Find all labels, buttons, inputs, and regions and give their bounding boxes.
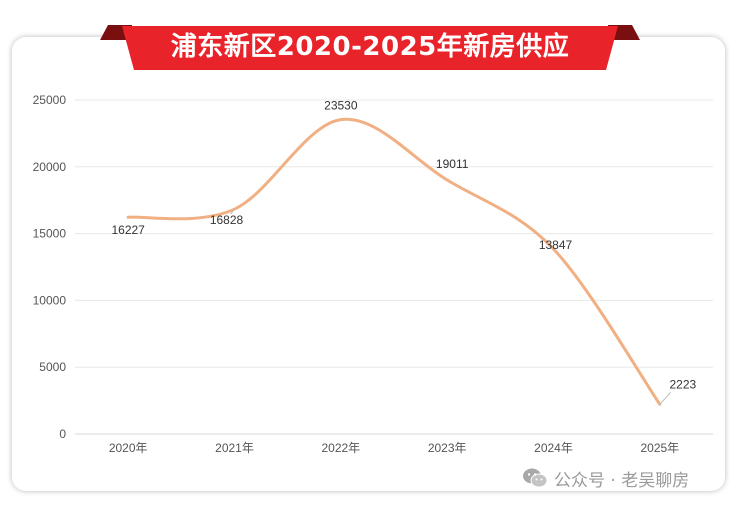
x-tick-label: 2025年: [640, 441, 679, 455]
label-leader-line: [659, 391, 672, 405]
data-label: 2223: [669, 377, 696, 391]
x-tick-label: 2023年: [428, 441, 467, 455]
y-tick-label: 10000: [33, 293, 67, 307]
x-axis: 2020年 2021年 2022年 2023年 2024年 2025年: [109, 441, 679, 455]
data-label: 16828: [210, 213, 244, 227]
series-line-new-supply: [126, 117, 662, 406]
x-tick-label: 2024年: [534, 441, 573, 455]
data-label: 19011: [436, 157, 469, 171]
title-banner: [100, 25, 640, 70]
y-tick-label: 20000: [33, 160, 67, 174]
banner-main: [122, 26, 618, 70]
x-tick-label: 2021年: [215, 441, 254, 455]
watermark-text: 公众号 · 老吴聊房: [554, 470, 690, 491]
y-tick-label: 25000: [33, 93, 67, 107]
data-label: 16227: [111, 223, 145, 237]
chart-card: [12, 37, 725, 491]
y-tick-label: 5000: [39, 360, 66, 374]
label-leader-line: [230, 208, 235, 215]
data-labels: 16227 16828 23530 19011 13847 2223: [111, 99, 697, 405]
y-axis: 0 5000 10000 15000 20000 25000: [33, 93, 67, 441]
chart-title: 浦东新区2020-2025年新房供应: [170, 32, 570, 62]
wechat-icon: [523, 468, 548, 488]
watermark: 公众号 · 老吴聊房: [522, 466, 690, 491]
data-label: 23530: [324, 99, 358, 113]
x-tick-label: 2020年: [109, 441, 148, 455]
y-tick-label: 0: [59, 427, 66, 441]
gridlines: [75, 99, 713, 368]
data-label: 13847: [539, 238, 573, 252]
y-tick-label: 15000: [33, 227, 67, 241]
x-tick-label: 2022年: [321, 441, 360, 455]
